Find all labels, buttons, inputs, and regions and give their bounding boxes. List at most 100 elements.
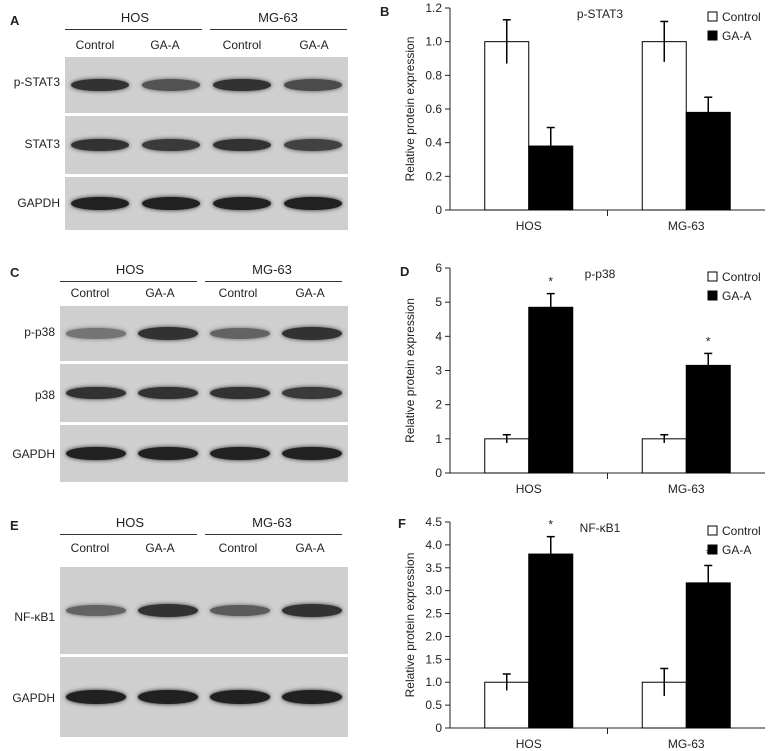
y-axis-label: Relative protein expression xyxy=(403,553,417,698)
y-tick-label: 1.0 xyxy=(425,35,442,49)
panel-label-d: D xyxy=(400,264,410,279)
y-tick-label: 0 xyxy=(435,721,442,735)
x-tick-label: HOS xyxy=(516,737,542,751)
y-axis-label: Relative protein expression xyxy=(403,298,417,443)
y-tick-label: 3.5 xyxy=(425,561,442,575)
bar-ga-a xyxy=(685,111,731,211)
lane-label: Control xyxy=(75,38,115,52)
legend-swatch xyxy=(707,544,718,555)
legend-label: GA-A xyxy=(722,289,751,303)
bar-chart-p-p38: 0 1 2 3 4 5 6 Relative protein expression p-p38 H… xyxy=(403,261,765,496)
chart-title: p-STAT3 xyxy=(577,7,624,21)
blot-band xyxy=(210,328,270,339)
blot-band xyxy=(138,386,198,400)
blot-row-label: p38 xyxy=(34,388,55,402)
y-tick-label: 1.5 xyxy=(425,652,442,666)
lane-label: Control xyxy=(218,286,258,300)
bar-chart-nf-kb1: 0 0.5 1.0 1.5 2.0 2.5 3.0 3.5 4.0 4.5 Relative pro… xyxy=(403,515,765,751)
group-label-mg63: MG-63 xyxy=(252,515,292,530)
legend-label: Control xyxy=(722,524,761,538)
blot-band xyxy=(210,446,270,461)
group-line-mg63 xyxy=(210,29,347,30)
y-tick-label: 6 xyxy=(435,261,442,275)
blot-band xyxy=(210,604,270,617)
blot-band xyxy=(142,79,201,91)
western-blot-strip xyxy=(65,177,348,230)
y-tick-label: 5 xyxy=(435,295,442,309)
lane-label: GA-A xyxy=(295,541,325,555)
blot-band xyxy=(66,605,126,616)
legend-swatch xyxy=(707,525,718,536)
y-tick-label: 0.2 xyxy=(425,169,442,183)
blot-band xyxy=(282,327,342,340)
panel-label-f: F xyxy=(398,516,406,531)
blot-row-label: p-p38 xyxy=(24,325,55,339)
chart-title: NF-κB1 xyxy=(580,521,621,535)
y-tick-label: 0 xyxy=(435,466,442,480)
lane-label: Control xyxy=(222,38,262,52)
y-tick-label: 3 xyxy=(435,364,442,378)
blot-band xyxy=(71,196,130,211)
group-label-mg63: MG-63 xyxy=(252,262,292,277)
significance-marker: * xyxy=(706,334,711,348)
blot-band xyxy=(210,386,270,400)
significance-marker: * xyxy=(548,275,553,289)
blot-band xyxy=(283,138,342,152)
bar-ga-a xyxy=(685,582,731,729)
blot-band xyxy=(212,138,271,152)
blot-band xyxy=(282,386,342,400)
blot-band xyxy=(138,690,198,704)
panel-label-b: B xyxy=(380,4,390,19)
blot-band xyxy=(283,196,342,211)
y-tick-label: 1 xyxy=(435,432,442,446)
group-line-mg63 xyxy=(205,534,342,535)
blot-band xyxy=(138,327,198,340)
blot-row-label: GAPDH xyxy=(12,691,55,705)
x-tick-label: MG-63 xyxy=(668,219,705,233)
lane-label: Control xyxy=(218,541,258,555)
legend-label: GA-A xyxy=(722,543,751,557)
bar-control xyxy=(484,41,530,211)
lane-label: Control xyxy=(70,541,110,555)
chart-title: p-p38 xyxy=(585,267,616,281)
legend-swatch xyxy=(707,30,718,41)
group-label-hos: HOS xyxy=(120,10,150,25)
blot-band xyxy=(142,138,201,152)
group-line-hos xyxy=(65,29,202,30)
blot-band xyxy=(66,328,126,339)
panel-label-c: C xyxy=(10,265,20,280)
x-tick-label: MG-63 xyxy=(668,482,705,496)
legend-label: Control xyxy=(722,10,761,24)
y-tick-label: 2.0 xyxy=(425,629,442,643)
bar-control xyxy=(641,41,687,211)
lane-label: GA-A xyxy=(295,286,325,300)
bar-ga-a xyxy=(528,306,574,474)
group-line-hos xyxy=(60,281,197,282)
western-blot-strip xyxy=(65,57,348,113)
lane-label: Control xyxy=(70,286,110,300)
lane-label: GA-A xyxy=(150,38,180,52)
y-tick-label: 4.5 xyxy=(425,515,442,529)
y-tick-label: 4 xyxy=(435,329,442,343)
bar-chart-p-stat3: 0 0.2 0.4 0.6 0.8 1.0 1.2 Relative protein expr… xyxy=(403,1,765,233)
blot-band xyxy=(66,446,126,461)
western-blot-strip xyxy=(60,567,348,654)
bar-ga-a xyxy=(528,553,574,729)
y-tick-label: 3.0 xyxy=(425,584,442,598)
y-tick-label: 0 xyxy=(435,203,442,217)
blot-band xyxy=(142,196,201,211)
western-blot-strip xyxy=(60,657,348,737)
blot-band xyxy=(71,78,130,92)
lane-label: GA-A xyxy=(145,286,175,300)
bar-control xyxy=(484,438,530,474)
panel-label-e: E xyxy=(10,518,19,533)
legend-swatch xyxy=(707,11,718,22)
legend-label: GA-A xyxy=(722,29,751,43)
significance-marker: * xyxy=(548,518,553,532)
blot-band xyxy=(210,690,270,704)
x-tick-label: HOS xyxy=(516,482,542,496)
blot-row-label: GAPDH xyxy=(17,196,60,210)
blot-row-label: p-STAT3 xyxy=(13,75,60,89)
blot-band xyxy=(138,604,198,617)
y-tick-label: 0.5 xyxy=(425,698,442,712)
